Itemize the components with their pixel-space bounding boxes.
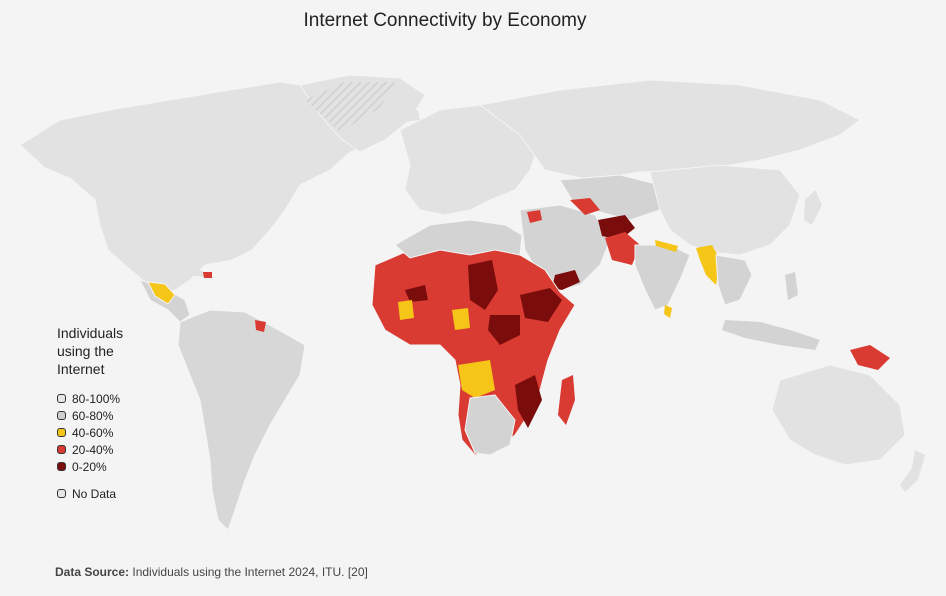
- pakistan: [605, 232, 640, 265]
- legend-label: 0-20%: [72, 459, 107, 474]
- uk: [420, 145, 432, 170]
- papua-new-guinea: [850, 345, 890, 370]
- legend-swatch: [57, 462, 66, 471]
- legend-item-no-data: No Data: [57, 485, 137, 502]
- iceland: [400, 110, 420, 122]
- map-title: Internet Connectivity by Economy: [303, 10, 587, 31]
- map-legend: Individuals using the Internet 80-100% 6…: [57, 324, 137, 502]
- legend-item: 80-100%: [57, 390, 137, 407]
- japan: [804, 190, 822, 225]
- new-zealand: [900, 450, 925, 492]
- legend-item: 0-20%: [57, 458, 137, 475]
- sahel-dark: [468, 260, 498, 310]
- philippines: [785, 272, 798, 300]
- ghana: [398, 300, 414, 320]
- legend-label: 40-60%: [72, 425, 114, 440]
- madagascar: [558, 375, 575, 425]
- source-prefix: Data Source:: [55, 565, 130, 579]
- indonesia: [722, 320, 820, 350]
- legend-item: 60-80%: [57, 407, 137, 424]
- west-africa-dark: [405, 285, 428, 302]
- cameroon: [452, 308, 470, 330]
- legend-item: 40-60%: [57, 424, 137, 441]
- world-map: [19, 74, 925, 531]
- australia: [771, 364, 906, 466]
- north-africa: [394, 219, 523, 259]
- legend-swatch: [57, 445, 66, 454]
- north-america: [19, 81, 391, 296]
- legend-swatch: [57, 394, 66, 403]
- angola: [458, 360, 495, 398]
- legend-label: 80-100%: [72, 391, 121, 406]
- nepal: [655, 240, 678, 252]
- ethiopia-somalia: [520, 288, 562, 322]
- greenland-hatch: [305, 82, 395, 132]
- legend-label: 60-80%: [72, 408, 114, 423]
- sri-lanka: [664, 305, 672, 318]
- legend-swatch: [57, 411, 66, 420]
- legend-swatch: [57, 428, 66, 437]
- india: [634, 244, 691, 311]
- legend-label: 20-40%: [72, 442, 114, 457]
- legend-label: No Data: [72, 486, 117, 501]
- legend-item: 20-40%: [57, 441, 137, 458]
- central-asia-red: [570, 198, 600, 215]
- drc-dark: [488, 315, 520, 345]
- guatemala-honduras: [147, 281, 176, 305]
- data-source: Data Source: Individuals using the Inter…: [55, 565, 368, 579]
- southern-africa: [464, 394, 516, 456]
- southeast-asia: [715, 254, 753, 306]
- myanmar: [696, 245, 720, 285]
- mozambique: [515, 375, 542, 428]
- haiti: [203, 272, 212, 278]
- legend-swatch: [57, 489, 66, 498]
- south-america: [177, 309, 306, 531]
- china: [649, 164, 801, 256]
- russia: [478, 79, 861, 181]
- legend-title: Individuals using the Internet: [57, 325, 124, 377]
- syria: [527, 210, 542, 223]
- guyana: [255, 320, 266, 332]
- yemen: [552, 270, 580, 290]
- source-text: Individuals using the Internet 2024, ITU…: [132, 565, 368, 579]
